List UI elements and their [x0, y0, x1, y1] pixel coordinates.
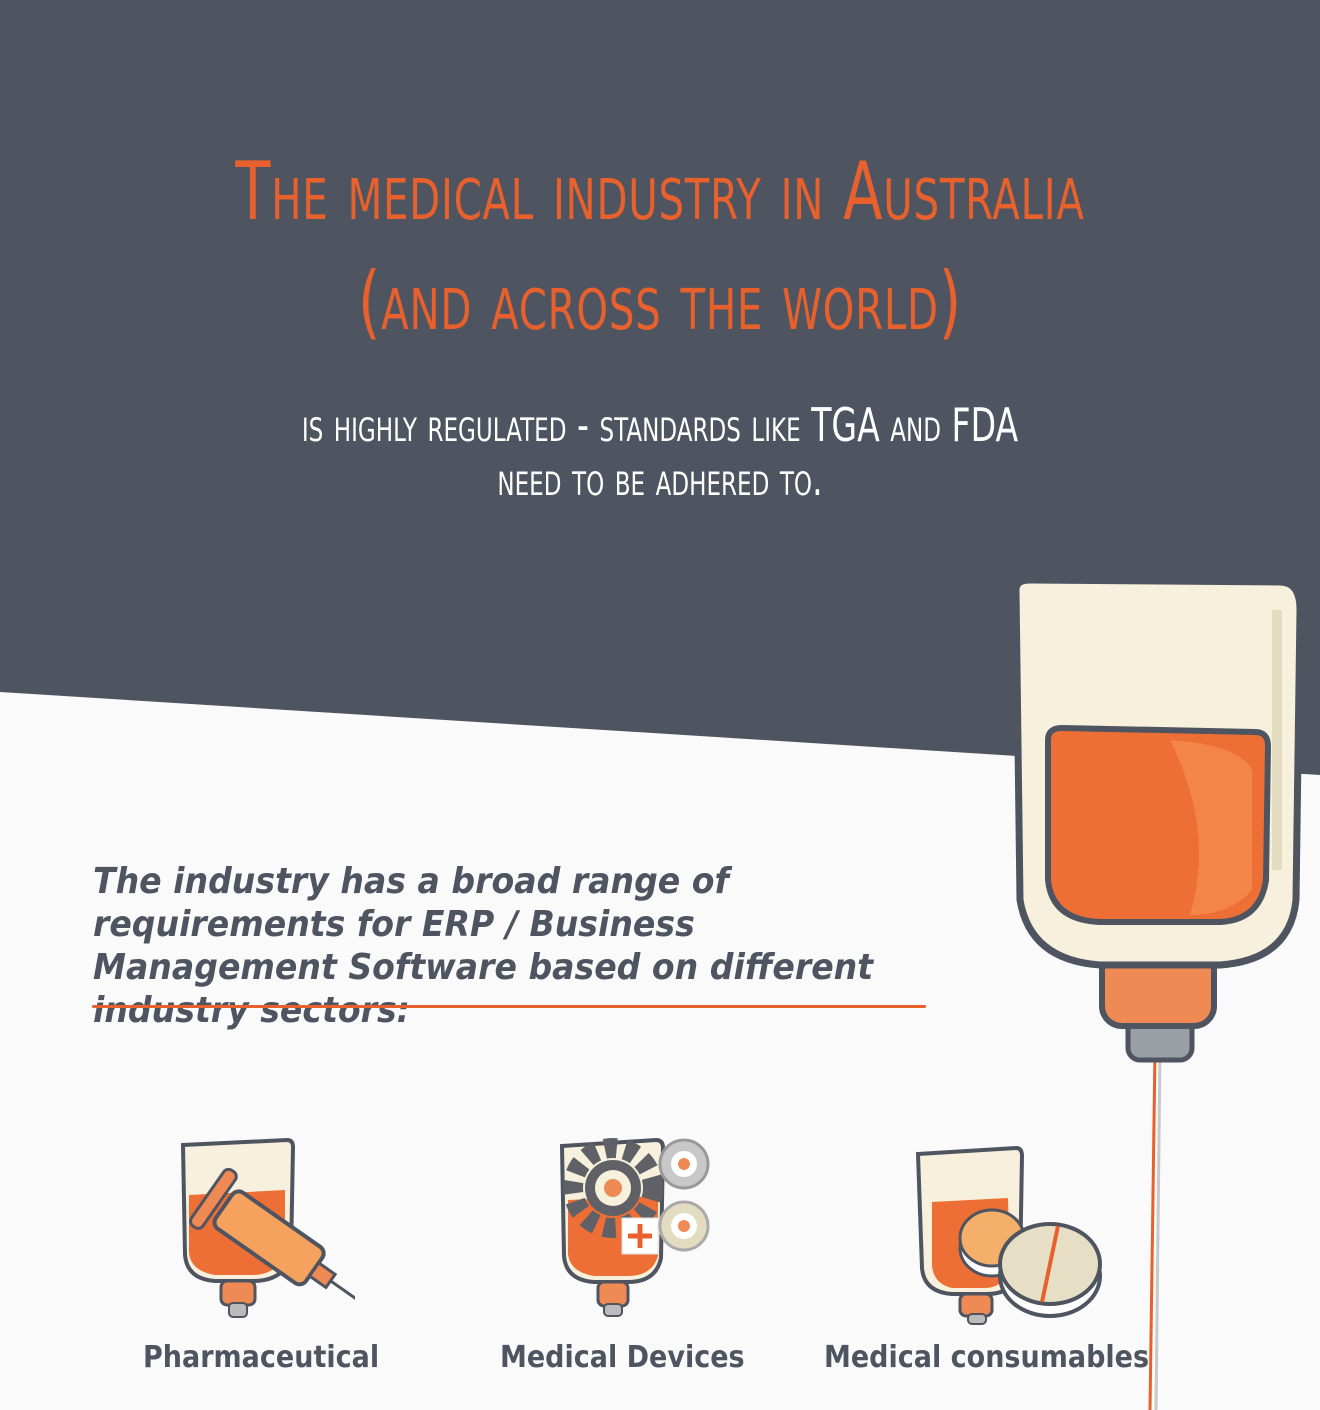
- sector-label-medical-consumables: Medical consumables: [824, 1340, 1150, 1375]
- iv-bag-syringe-icon: [180, 1137, 355, 1318]
- page-title-line2: (and across the world): [357, 255, 963, 348]
- iv-bag-gears-icon: [559, 1137, 710, 1317]
- subtitle: is highly regulated - standards like TGA…: [301, 398, 1019, 452]
- page-title: The medical industry in Australia: [235, 145, 1085, 238]
- sector-label-pharmaceutical: Pharmaceutical: [143, 1340, 380, 1375]
- intro-text: The industry has a broad range of requir…: [93, 861, 874, 1031]
- iv-bag-illustration: [1012, 576, 1304, 1410]
- subtitle-line2: need to be adhered to.: [497, 452, 823, 506]
- divider: [92, 1005, 926, 1008]
- sector-label-medical-devices: Medical Devices: [500, 1340, 745, 1375]
- iv-bag-pills-icon: [915, 1145, 1102, 1325]
